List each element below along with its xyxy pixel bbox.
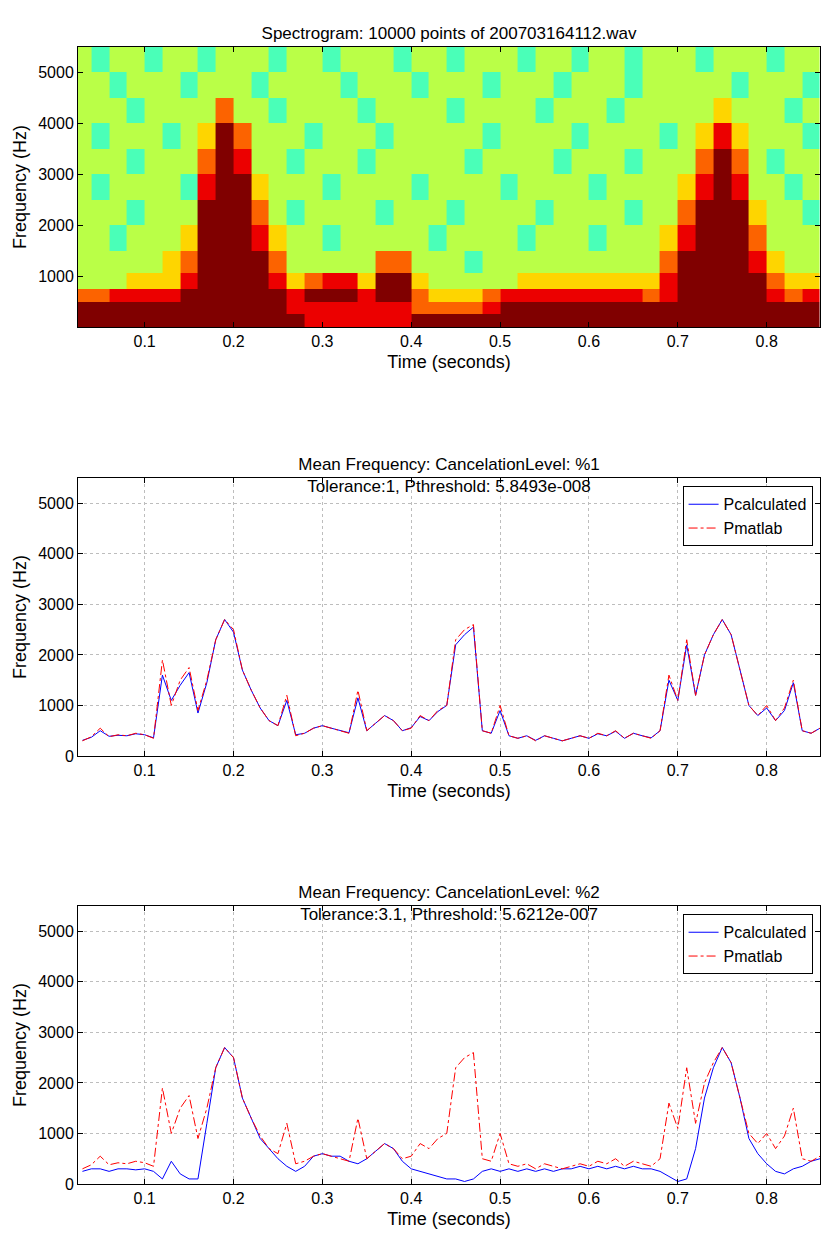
- svg-text:3000: 3000: [38, 166, 74, 183]
- svg-text:1000: 1000: [38, 1125, 74, 1142]
- svg-text:Pcalculated: Pcalculated: [724, 496, 807, 513]
- svg-text:1000: 1000: [38, 697, 74, 714]
- svg-text:0.1: 0.1: [134, 333, 156, 350]
- svg-text:0.1: 0.1: [134, 1190, 156, 1207]
- svg-text:3000: 3000: [38, 1024, 74, 1041]
- svg-text:0.2: 0.2: [222, 333, 244, 350]
- svg-text:1000: 1000: [38, 268, 74, 285]
- svg-text:4000: 4000: [38, 115, 74, 132]
- svg-text:Pmatlab: Pmatlab: [724, 948, 783, 965]
- svg-text:2000: 2000: [38, 217, 74, 234]
- svg-text:4000: 4000: [38, 973, 74, 990]
- svg-text:0.3: 0.3: [311, 762, 333, 779]
- svg-text:5000: 5000: [38, 923, 74, 940]
- svg-text:0.1: 0.1: [134, 762, 156, 779]
- svg-text:0.6: 0.6: [578, 1190, 600, 1207]
- svg-text:0.8: 0.8: [756, 1190, 778, 1207]
- svg-text:0.7: 0.7: [667, 1190, 689, 1207]
- svg-text:4000: 4000: [38, 545, 74, 562]
- svg-text:0.7: 0.7: [667, 762, 689, 779]
- svg-text:0.4: 0.4: [400, 333, 422, 350]
- svg-text:Frequency (Hz): Frequency (Hz): [10, 555, 30, 679]
- svg-text:Time (seconds): Time (seconds): [387, 1209, 510, 1229]
- svg-text:Time (seconds): Time (seconds): [387, 352, 510, 372]
- svg-text:0.8: 0.8: [756, 762, 778, 779]
- svg-text:0.4: 0.4: [400, 762, 422, 779]
- svg-text:0.6: 0.6: [578, 333, 600, 350]
- svg-text:0.6: 0.6: [578, 762, 600, 779]
- svg-text:0.2: 0.2: [222, 762, 244, 779]
- svg-text:0.5: 0.5: [489, 762, 511, 779]
- svg-text:0: 0: [65, 1176, 74, 1193]
- svg-text:Frequency (Hz): Frequency (Hz): [10, 983, 30, 1107]
- svg-text:Pmatlab: Pmatlab: [724, 520, 783, 537]
- svg-text:5000: 5000: [38, 495, 74, 512]
- svg-text:0.5: 0.5: [489, 1190, 511, 1207]
- svg-text:3000: 3000: [38, 596, 74, 613]
- svg-text:Mean Frequency: CancelationLev: Mean Frequency: CancelationLevel: %2Tole…: [298, 883, 599, 924]
- svg-text:Frequency (Hz): Frequency (Hz): [10, 125, 30, 249]
- svg-text:5000: 5000: [38, 64, 74, 81]
- svg-text:0.2: 0.2: [222, 1190, 244, 1207]
- svg-text:Spectrogram: 10000 points of 2: Spectrogram: 10000 points of 20070316411…: [262, 24, 637, 43]
- svg-text:0.3: 0.3: [311, 1190, 333, 1207]
- svg-text:0.7: 0.7: [667, 333, 689, 350]
- svg-text:Mean Frequency: CancelationLev: Mean Frequency: CancelationLevel: %1Tole…: [298, 455, 599, 496]
- svg-text:0.4: 0.4: [400, 1190, 422, 1207]
- svg-text:0.8: 0.8: [756, 333, 778, 350]
- svg-text:Pcalculated: Pcalculated: [724, 924, 807, 941]
- svg-text:0: 0: [65, 748, 74, 765]
- svg-text:Time (seconds): Time (seconds): [387, 781, 510, 801]
- svg-text:2000: 2000: [38, 1075, 74, 1092]
- svg-text:0.5: 0.5: [489, 333, 511, 350]
- svg-text:0.3: 0.3: [311, 333, 333, 350]
- svg-text:2000: 2000: [38, 647, 74, 664]
